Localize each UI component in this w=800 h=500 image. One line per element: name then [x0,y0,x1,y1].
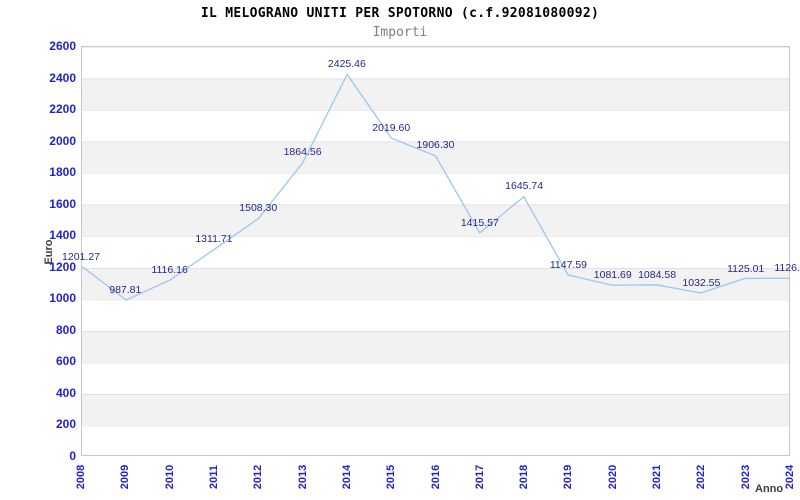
data-line [81,73,790,301]
x-tick-label: 2024 [784,464,796,490]
y-tick-label: 200 [55,417,76,432]
x-tick-label: 2010 [163,464,176,490]
x-tick-label: 2017 [473,464,486,490]
x-tick-label: 2023 [739,464,752,490]
y-tick-label: 2400 [49,70,76,85]
x-tick-label: 2020 [606,464,619,490]
plot-area [81,46,790,456]
y-tick-label: 2600 [49,39,76,53]
x-tick-label: 2019 [562,464,575,490]
x-tick-label: 2021 [651,464,664,490]
y-tick-label: 0 [69,449,76,463]
x-tick-label: 2011 [207,465,220,489]
y-axis-title: Euro [43,239,55,265]
x-tick-label: 2016 [429,464,442,490]
y-tick-label: 800 [55,322,76,337]
x-tick-label: 2014 [340,464,353,490]
y-tick-label: 1600 [49,196,76,211]
x-tick-label: 2012 [252,464,265,490]
y-tick-label: 2200 [49,102,76,117]
x-tick-label: 2013 [296,464,309,490]
x-tick-label: 2015 [385,464,398,490]
x-tick-label: 2009 [119,464,132,490]
x-axis-title: Anno [755,483,784,495]
x-tick-label: 2022 [695,464,708,490]
x-tick-label: 2018 [518,464,531,490]
y-tick-label: 1800 [49,165,76,180]
y-tick-label: 1000 [49,291,76,306]
x-tick-label: 2008 [75,464,87,490]
y-tick-label: 400 [55,385,76,400]
y-tick-label: 2000 [49,133,76,148]
chart-title: IL MELOGRANO UNITI PER SPOTORNO (c.f.920… [200,6,600,21]
y-tick-label: 600 [55,354,76,369]
series-svg [81,73,790,301]
chart-subtitle: Importi [372,25,428,40]
